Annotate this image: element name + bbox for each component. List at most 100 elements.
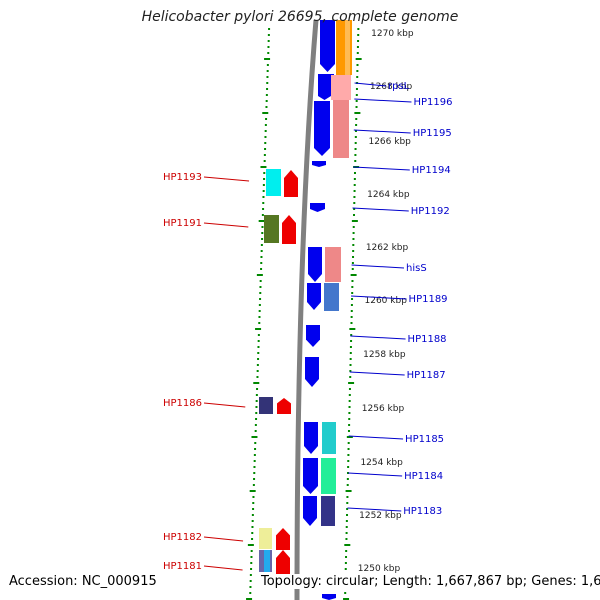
forward-cds-arrow [318, 88, 331, 100]
tick-dot [347, 454, 350, 456]
gene-label: HP1191 [163, 218, 202, 229]
tick-dot [356, 46, 359, 48]
tick-dot [345, 520, 348, 522]
tick-dot [353, 172, 356, 174]
gene-label: HP1188 [408, 334, 447, 345]
tick-dot [263, 154, 266, 156]
tick-dot [349, 364, 352, 366]
tick-dot [257, 358, 260, 360]
tick-dot [345, 490, 352, 492]
gene-leader-line [353, 129, 411, 134]
gene-label: HP1195 [413, 128, 452, 139]
tick-dot [350, 334, 353, 336]
tick-dot [257, 352, 260, 354]
tick-dot [347, 460, 350, 462]
cog-box [333, 100, 349, 158]
tick-dot [350, 316, 353, 318]
forward-cds-arrow [308, 247, 322, 282]
tick-dot [252, 508, 255, 510]
tick-dot [346, 508, 349, 510]
tick-dot [249, 580, 252, 582]
gene-leader-line [203, 536, 244, 542]
forward-cds-arrow [314, 101, 330, 156]
tick-dot [257, 334, 260, 336]
tick-dot [264, 58, 271, 60]
tick-dot [351, 286, 354, 288]
tick-dot [260, 256, 263, 258]
tick-dot [262, 112, 269, 114]
gene-label: HP1183 [403, 506, 442, 517]
tick-dot [356, 64, 359, 66]
tick-dot [345, 532, 348, 534]
gene-leader-line [203, 176, 250, 182]
gene-leader-line [351, 295, 407, 300]
tick-dot [355, 94, 358, 96]
tick-dot [348, 394, 351, 396]
tick-dot [246, 598, 253, 600]
genome-backbone [294, 19, 319, 600]
gene-leader-line [352, 207, 409, 212]
kbp-tick-label: 1252 kbp [359, 511, 402, 521]
tick-dot [255, 418, 258, 420]
cog-box [321, 496, 335, 526]
tick-dot [353, 208, 356, 210]
tick-dot [352, 244, 355, 246]
tick-dot [263, 160, 266, 162]
tick-dot [351, 280, 354, 282]
kbp-tick-label: 1250 kbp [358, 564, 401, 574]
forward-cds-arrow [307, 283, 321, 310]
tick-dot [259, 286, 262, 288]
tick-dot [251, 514, 254, 516]
tick-dot [262, 190, 265, 192]
tick-dot [260, 166, 267, 168]
tick-dot [250, 562, 253, 564]
tick-dot [347, 466, 350, 468]
tick-dot [346, 514, 349, 516]
tick-dot [353, 190, 356, 192]
forward-cds-arrow [303, 496, 317, 526]
tick-dot [353, 184, 356, 186]
gene-leader-line [348, 472, 403, 477]
reverse-cds-arrow [276, 528, 290, 550]
tick-dot [348, 418, 351, 420]
tick-dot [355, 100, 358, 102]
tick-dot [357, 34, 360, 36]
tick-dot [263, 172, 266, 174]
map-title: Helicobacter pylori 26695, complete geno… [141, 9, 459, 25]
gene-leader-line [203, 565, 243, 571]
tick-dot [355, 106, 358, 108]
tick-dot [349, 352, 352, 354]
forward-cds-arrow [310, 203, 325, 212]
tick-dot [354, 142, 357, 144]
tick-dot [256, 364, 259, 366]
cds-features [259, 20, 351, 600]
kbp-tick-label: 1258 kbp [363, 350, 406, 360]
tick-dot [266, 88, 269, 90]
gene-label: HP1185 [405, 434, 444, 445]
tick-dot [350, 304, 353, 306]
tick-dot [349, 358, 352, 360]
gene-label: HP1194 [412, 165, 451, 176]
tick-dot [356, 76, 359, 78]
gene-label: hisS [406, 263, 427, 274]
tick-dot [353, 214, 356, 216]
tick-dot [252, 502, 255, 504]
tick-dot [255, 412, 258, 414]
tick-dot [351, 220, 358, 222]
gene-leader-line [354, 98, 412, 103]
tick-dot [345, 526, 348, 528]
tick-dot [262, 184, 265, 186]
gene-leader-line [203, 402, 246, 408]
tick-dot [349, 370, 352, 372]
tick-dot [263, 178, 266, 180]
tick-dot [265, 94, 268, 96]
tick-dot [355, 118, 358, 120]
forward-cds-arrow [306, 325, 320, 347]
tick-dot [356, 70, 359, 72]
tick-dot [255, 400, 258, 402]
tick-dot [354, 154, 357, 156]
kbp-tick-label: 1256 kbp [362, 404, 405, 414]
tick-dot [346, 436, 353, 438]
reverse-cds-arrow [282, 215, 296, 244]
cog-box [259, 397, 273, 414]
